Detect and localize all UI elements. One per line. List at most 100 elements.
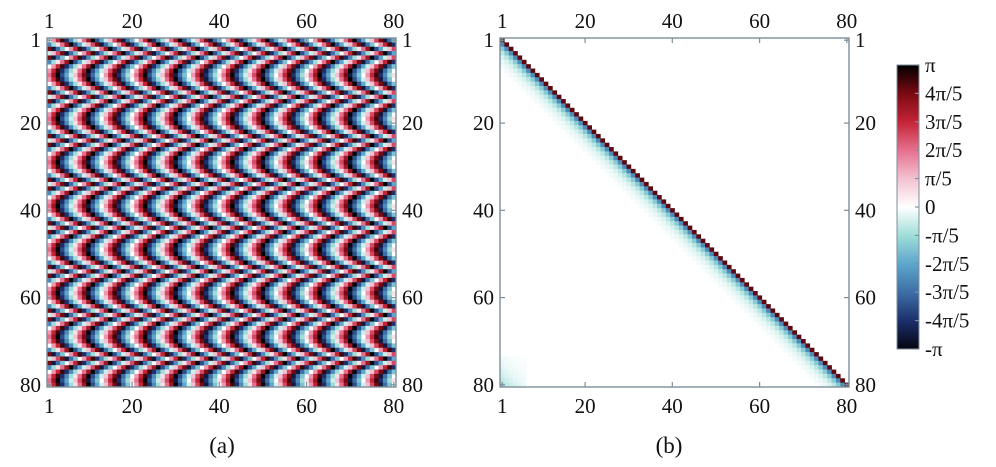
heatmap-cell xyxy=(225,247,231,253)
heatmap-cell xyxy=(238,68,244,74)
heatmap-cell xyxy=(208,264,214,270)
heatmap-cell xyxy=(234,151,240,157)
heatmap-cell xyxy=(60,238,65,244)
heatmap-cell xyxy=(282,103,288,109)
heatmap-cell xyxy=(330,133,336,139)
heatmap-cell xyxy=(138,212,144,218)
heatmap-cell xyxy=(382,308,388,314)
heatmap-cell xyxy=(190,308,196,314)
heatmap-cell xyxy=(94,277,100,283)
heatmap-cell xyxy=(387,164,392,170)
heatmap-cell xyxy=(60,256,65,261)
heatmap-cell xyxy=(81,247,87,253)
heatmap-cell xyxy=(365,59,371,65)
heatmap-cell xyxy=(125,116,131,122)
heatmap-cell xyxy=(269,81,275,87)
heatmap-cell xyxy=(199,225,205,231)
heatmap-cell xyxy=(195,203,201,209)
heatmap-cell xyxy=(265,238,270,244)
heatmap-cell xyxy=(125,164,131,170)
heatmap-cell xyxy=(273,142,279,148)
heatmap-cell xyxy=(47,277,52,283)
heatmap-cell xyxy=(269,190,275,196)
heatmap-cell xyxy=(339,46,344,52)
heatmap-cell xyxy=(387,273,392,279)
heatmap-cell xyxy=(352,295,358,301)
heatmap-cell xyxy=(286,125,292,130)
heatmap-cell xyxy=(121,94,126,100)
heatmap-cell xyxy=(217,72,222,78)
heatmap-cell xyxy=(234,186,240,192)
heatmap-cell xyxy=(129,299,135,305)
heatmap-cell xyxy=(217,103,222,109)
heatmap-cell xyxy=(256,238,262,244)
heatmap-cell xyxy=(129,212,135,218)
heatmap-cell xyxy=(125,64,131,69)
heatmap-cell xyxy=(99,147,105,152)
heatmap-cell xyxy=(212,155,218,161)
heatmap-cell xyxy=(138,55,144,61)
heatmap-cell xyxy=(260,264,266,270)
heatmap-cell xyxy=(186,256,192,261)
heatmap-cell xyxy=(64,199,70,205)
heatmap-cell xyxy=(343,177,349,183)
heatmap-cell xyxy=(142,186,148,192)
heatmap-cell xyxy=(243,103,249,109)
heatmap-cell xyxy=(186,64,192,69)
heatmap-cell xyxy=(334,129,340,135)
heatmap-cell xyxy=(374,208,379,213)
heatmap-cell xyxy=(134,160,139,165)
heatmap-cell xyxy=(156,120,161,126)
heatmap-cell xyxy=(90,212,96,218)
heatmap-cell xyxy=(356,234,362,240)
heatmap-cell xyxy=(182,129,187,135)
heatmap-cell xyxy=(169,85,174,91)
heatmap-cell xyxy=(129,277,135,283)
heatmap-cell xyxy=(291,38,297,43)
heatmap-cell xyxy=(295,190,301,196)
heatmap-cell xyxy=(256,199,262,205)
heatmap-cell xyxy=(387,317,392,322)
heatmap-cell xyxy=(164,160,170,165)
heatmap-cell xyxy=(374,142,379,148)
heatmap-cell xyxy=(112,151,118,157)
heatmap-cell xyxy=(256,277,262,283)
heatmap-cell xyxy=(73,212,78,218)
heatmap-cell xyxy=(64,81,70,87)
heatmap-cell xyxy=(169,72,174,78)
heatmap-cell xyxy=(374,251,379,257)
heatmap-cell xyxy=(260,238,266,244)
heatmap-cell xyxy=(234,199,240,205)
heatmap-cell xyxy=(77,42,83,48)
heatmap-cell xyxy=(156,190,161,196)
heatmap-cell xyxy=(265,59,270,65)
heatmap-cell xyxy=(247,90,253,96)
heatmap-cell xyxy=(238,256,244,261)
heatmap-cell xyxy=(190,199,196,205)
heatmap-cell xyxy=(151,238,157,244)
heatmap-cell xyxy=(308,68,314,74)
heatmap-cell xyxy=(348,264,353,270)
heatmap-cell xyxy=(343,85,349,91)
heatmap-cell xyxy=(73,251,78,257)
heatmap-cell xyxy=(90,208,96,213)
heatmap-cell xyxy=(199,68,205,74)
heatmap-cell xyxy=(116,46,122,52)
heatmap-cell xyxy=(217,160,222,165)
heatmap-cell xyxy=(208,247,214,253)
heatmap-cell xyxy=(387,203,392,209)
heatmap-cell xyxy=(278,77,283,82)
heatmap-cell xyxy=(195,142,201,148)
heatmap-cell xyxy=(186,38,192,43)
heatmap-cell xyxy=(247,116,253,122)
heatmap-cell xyxy=(199,229,205,235)
heatmap-cell xyxy=(317,42,323,48)
heatmap-cell xyxy=(47,155,52,161)
heatmap-cell xyxy=(169,77,174,82)
heatmap-cell xyxy=(225,269,231,274)
heatmap-cell xyxy=(317,269,323,274)
heatmap-cell xyxy=(86,317,91,322)
heatmap-cell xyxy=(260,269,266,274)
heatmap-cell xyxy=(217,133,222,139)
